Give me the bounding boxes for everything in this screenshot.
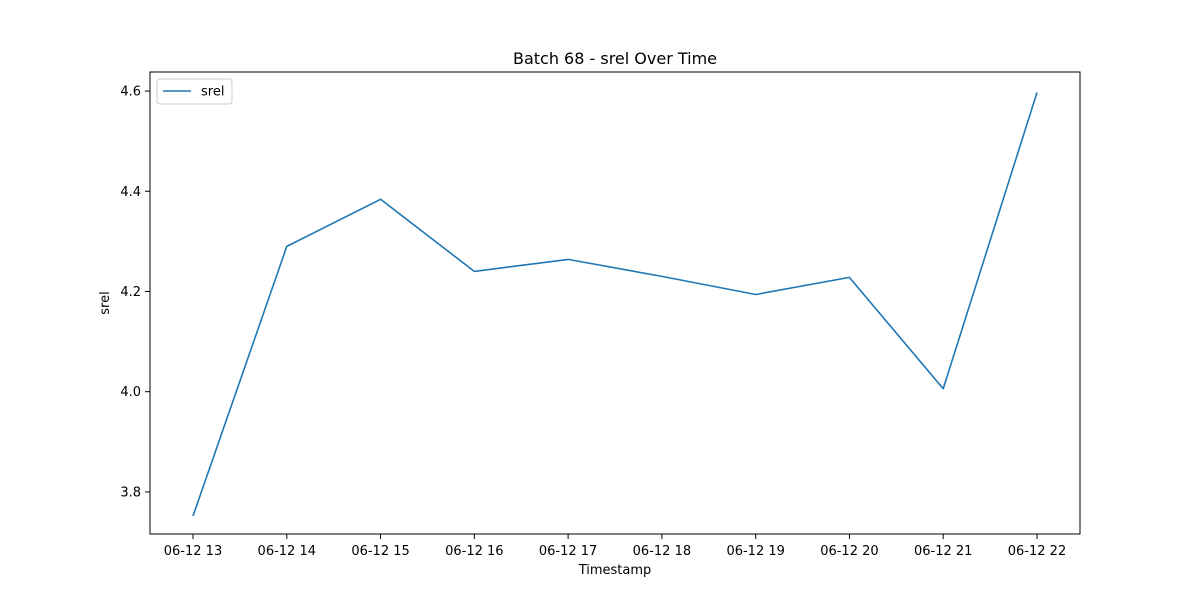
x-axis-label: Timestamp	[578, 563, 652, 578]
x-tick-label: 06-12 21	[914, 544, 972, 559]
legend: srel	[156, 78, 233, 105]
y-tick-label: 3.8	[120, 485, 141, 500]
x-tick-label: 06-12 13	[164, 544, 222, 559]
x-tick-label: 06-12 17	[539, 544, 597, 559]
x-axis: 06-12 13 06-12 14 06-12 15 06-12 16 06-12 17…	[164, 534, 1066, 559]
x-tick-label: 06-12 22	[1008, 544, 1066, 559]
plot-area	[192, 92, 1038, 517]
x-tick-label: 06-12 16	[445, 544, 503, 559]
chart-title: Batch 68 - srel Over Time	[513, 49, 717, 68]
y-axis: 3.8 4.0 4.2 4.4 4.6	[120, 85, 150, 500]
legend-box	[156, 78, 233, 105]
series-line-srel	[192, 92, 1038, 517]
plot-frame	[149, 71, 1081, 535]
y-tick-label: 4.6	[120, 85, 141, 100]
y-tick-label: 4.2	[120, 285, 141, 300]
y-tick-label: 4.0	[120, 385, 141, 400]
x-tick-label: 06-12 15	[351, 544, 409, 559]
x-tick-label: 06-12 14	[258, 544, 316, 559]
y-axis-label: srel	[98, 291, 113, 314]
legend-label: srel	[201, 85, 224, 100]
x-tick-label: 06-12 20	[820, 544, 878, 559]
x-tick-label: 06-12 18	[633, 544, 691, 559]
y-tick-label: 4.4	[120, 185, 141, 200]
x-tick-label: 06-12 19	[726, 544, 784, 559]
